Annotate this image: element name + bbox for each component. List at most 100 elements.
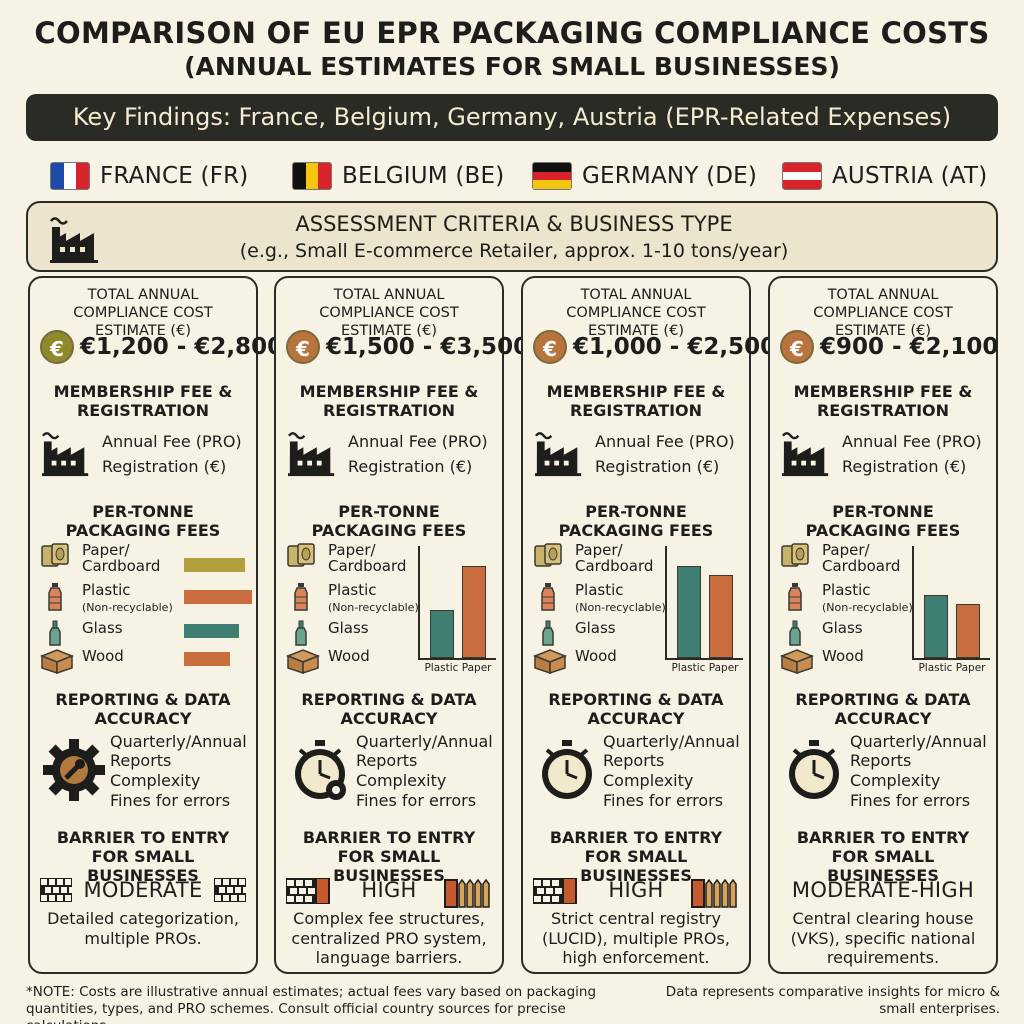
reporting-line: Complexity [603,771,694,790]
material-label: Plastic [328,581,377,599]
paper-roll-icon [780,542,810,567]
barrier-level-row: HIGH [276,875,502,908]
euro-coin-icon: € [40,330,74,364]
country-austria: AUSTRIA (AT) [782,158,987,194]
material-label: Wood [82,647,124,665]
total-cost-value: €1,200 - €2,800 [80,334,284,360]
fee-bar [184,558,245,572]
material-label: Glass [822,619,863,637]
glass-bottle-icon [780,620,810,646]
reporting-line: Quarterly/Annual [603,732,740,751]
criteria-title: ASSESSMENT CRITERIA & BUSINESS TYPE [295,212,733,236]
reporting-line: Fines for errors [110,791,231,810]
plastic-bottle-icon [533,582,563,611]
door-fence-icon [444,878,490,908]
barrier-description: Detailed categorization, multiple PROs. [47,909,239,948]
reporting-line: Complexity [356,771,447,790]
plastic-bottle-icon [286,582,316,611]
material-row: Glass [533,619,743,646]
euro-coin-icon: € [286,330,320,364]
reporting-line: Fines for errors [850,791,971,810]
chart-x-labels: Plastic Paper [424,662,492,674]
chart-x-labels: Plastic Paper [918,662,986,674]
material-row: Wood [39,647,250,675]
barrier-heading: BARRIER TO ENTRY FOR SMALL BUSINESSES [56,828,230,885]
reporting-heading: REPORTING & DATA ACCURACY [301,690,477,728]
annual-fee-label: Annual Fee (PRO) [842,432,982,451]
barrier-heading: BARRIER TO ENTRY FOR SMALL BUSINESSES [549,828,723,885]
reporting-line: Quarterly/Annual [110,732,247,751]
fee-bar [184,624,239,638]
material-sublabel: (Non-recyclable) [82,601,173,614]
material-label: Paper/ Cardboard [82,541,161,575]
material-row: Paper/ Cardboard [780,542,990,574]
country-germany: GERMANY (DE) [532,158,757,194]
material-sublabel: (Non-recyclable) [575,601,666,614]
barrier-description: Central clearing house (VKS), specific n… [790,909,976,967]
membership-heading: MEMBERSHIP FEE & REGISTRATION [299,382,479,420]
registration-label: Registration (€) [348,457,473,476]
barrier-heading: BARRIER TO ENTRY FOR SMALL BUSINESSES [796,828,970,885]
wood-crate-icon [779,648,815,675]
page-title: COMPARISON OF EU EPR PACKAGING COMPLIANC… [34,16,990,50]
material-label: Glass [328,619,369,637]
total-cost-heading: TOTAL ANNUAL COMPLIANCE COST ESTIMATE (€… [73,287,213,339]
wood-crate-icon [39,648,75,675]
material-sublabel: (Non-recyclable) [822,601,913,614]
barrier-description: Strict central registry (LUCID), multipl… [542,909,730,967]
material-row: Glass [286,619,496,646]
total-cost-value: €1,500 - €3,500 [326,334,530,360]
reporting-line: Complexity [850,771,941,790]
membership-heading: MEMBERSHIP FEE & REGISTRATION [53,382,233,420]
reporting-line: Reports [110,751,172,770]
fee-bar [184,652,230,666]
country-label: GERMANY (DE) [582,163,758,189]
annual-fee-label: Annual Fee (PRO) [595,432,735,451]
paper-bar [462,566,486,658]
per-tonne-heading: PER-TONNE PACKAGING FEES [558,502,714,540]
material-row: Wood [532,648,743,675]
glass-bottle-icon [286,620,316,646]
barrier-level: MODERATE [83,878,203,902]
membership-heading: MEMBERSHIP FEE & REGISTRATION [546,382,726,420]
criteria-subtitle: (e.g., Small E-commerce Retailer, approx… [239,240,789,262]
material-row: Paper/ Cardboard [533,542,743,574]
material-label: Glass [575,619,616,637]
material-label: Paper/ Cardboard [822,541,901,575]
reporting-line: Reports [850,751,912,770]
chart-x-labels: Plastic Paper [671,662,739,674]
reporting-line: Quarterly/Annual [356,732,493,751]
stopwatch-gear-icon [295,740,346,800]
paper-roll-icon [286,542,316,567]
material-row: Wood [285,648,496,675]
registration-label: Registration (€) [842,457,967,476]
brick-wall-door-icon [286,877,330,905]
total-cost-value: €1,000 - €2,500 [573,334,777,360]
material-label: Wood [822,647,864,665]
reporting-line: Reports [356,751,418,770]
barrier-level: MODERATE-HIGH [791,878,975,902]
country-column: TOTAL ANNUAL COMPLIANCE COST ESTIMATE (€… [274,276,529,974]
material-label: Plastic [575,581,624,599]
country-belgium: BELGIUM (BE) [292,158,504,194]
glass-bottle-icon [533,620,563,646]
plastic-bottle-icon [40,582,70,611]
fee-bar [184,590,252,604]
material-label: Paper/ Cardboard [575,541,654,575]
material-row: Plastic (Non-recyclable) [533,581,743,614]
barrier-level: HIGH [608,878,664,902]
fee-bar-chart: Plastic Paper [418,546,496,676]
wood-crate-icon [532,648,568,675]
country-label: AUSTRIA (AT) [832,163,988,189]
country-label: BELGIUM (BE) [342,163,505,189]
stopwatch-icon [542,740,592,799]
glass-bottle-icon [40,620,70,646]
material-sublabel: (Non-recyclable) [328,601,419,614]
euro-coin-icon: € [780,330,814,364]
door-fence-icon [691,878,737,908]
euro-coin-icon: € [533,330,567,364]
registration-label: Registration (€) [102,457,227,476]
total-cost-value: €900 - €2,100 [820,334,999,360]
country-label: FRANCE (FR) [100,163,249,189]
barrier-level: HIGH [361,878,417,902]
